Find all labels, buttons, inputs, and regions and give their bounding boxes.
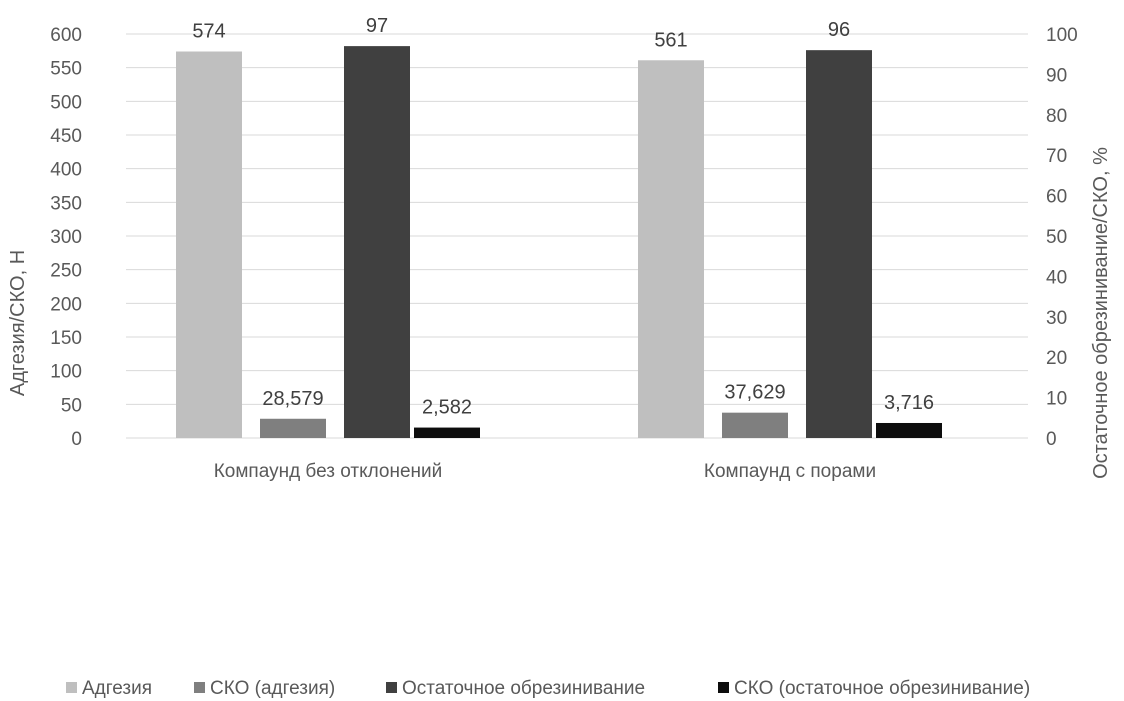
legend-label-adhesion: Адгезия (82, 678, 152, 699)
left-tick-label: 200 (50, 294, 82, 315)
legend: Адгезия СКО (адгезия) Остаточное обрезинив… (66, 678, 1030, 699)
right-tick-label: 60 (1046, 187, 1067, 208)
bar-adhesion-sd (722, 412, 788, 438)
left-tick-label: 250 (50, 261, 82, 282)
bar-residual-rubber-sd (876, 422, 942, 438)
right-tick-label: 100 (1046, 25, 1078, 46)
right-tick-label: 20 (1046, 348, 1067, 369)
data-label-residual-rubber: 97 (366, 15, 388, 37)
data-label-residual-rubber: 96 (828, 19, 850, 41)
legend-swatch-residual-rubber (386, 682, 397, 693)
left-y-axis: 0 50 100 150 200 250 300 350 400 450 500 550 600 (50, 25, 82, 450)
data-label-residual-rubber-sd: 2,582 (422, 397, 472, 419)
left-tick-label: 550 (50, 59, 82, 80)
data-label-residual-rubber-sd: 3,716 (884, 392, 934, 414)
legend-swatch-residual-rubber-sd (718, 682, 729, 693)
legend-swatch-adhesion (66, 682, 77, 693)
data-labels: 574 28,579 97 2,582 561 37,629 96 3,716 (192, 15, 934, 418)
bars (176, 46, 942, 439)
bar-adhesion (638, 60, 704, 438)
bar-residual-rubber-sd (414, 427, 480, 438)
right-tick-label: 40 (1046, 267, 1067, 288)
right-tick-label: 50 (1046, 227, 1067, 248)
right-y-axis: 0 10 20 30 40 50 60 70 80 90 100 (1046, 25, 1078, 450)
right-tick-label: 10 (1046, 389, 1067, 410)
bar-residual-rubber (806, 50, 872, 438)
data-label-adhesion-sd: 37,629 (724, 382, 785, 404)
legend-label-residual-rubber-sd: СКО (остаточное обрезинивание) (734, 678, 1030, 699)
right-tick-label: 80 (1046, 106, 1067, 127)
left-tick-label: 50 (61, 395, 82, 416)
bar-residual-rubber (344, 46, 410, 439)
data-label-adhesion: 574 (192, 21, 225, 43)
legend-swatch-adhesion-sd (194, 682, 205, 693)
legend-label-adhesion-sd: СКО (адгезия) (210, 678, 335, 699)
bar-adhesion (176, 51, 242, 439)
left-tick-label: 0 (71, 429, 82, 450)
left-axis-title: Адгезия/СКО, Н (7, 250, 29, 396)
right-tick-label: 0 (1046, 429, 1057, 450)
left-tick-label: 150 (50, 328, 82, 349)
right-tick-label: 90 (1046, 65, 1067, 86)
left-tick-label: 350 (50, 193, 82, 214)
data-label-adhesion-sd: 28,579 (262, 388, 323, 410)
category-label: Компаунд с порами (704, 461, 876, 482)
left-tick-label: 300 (50, 227, 82, 248)
right-tick-label: 70 (1046, 146, 1067, 167)
left-tick-label: 400 (50, 160, 82, 181)
left-tick-label: 500 (50, 92, 82, 113)
gridlines (126, 33, 1028, 439)
right-tick-label: 30 (1046, 308, 1067, 329)
bar-adhesion-sd (260, 418, 326, 438)
category-axis: Компаунд без отклонений Компаунд с порами (214, 461, 876, 482)
legend-label-residual-rubber: Остаточное обрезинивание (402, 678, 645, 699)
left-tick-label: 600 (50, 25, 82, 46)
category-label: Компаунд без отклонений (214, 461, 443, 482)
left-tick-label: 100 (50, 362, 82, 383)
right-axis-title: Остаточное обрезинивание/СКО, % (1090, 147, 1112, 479)
data-label-adhesion: 561 (654, 29, 687, 51)
left-tick-label: 450 (50, 126, 82, 147)
